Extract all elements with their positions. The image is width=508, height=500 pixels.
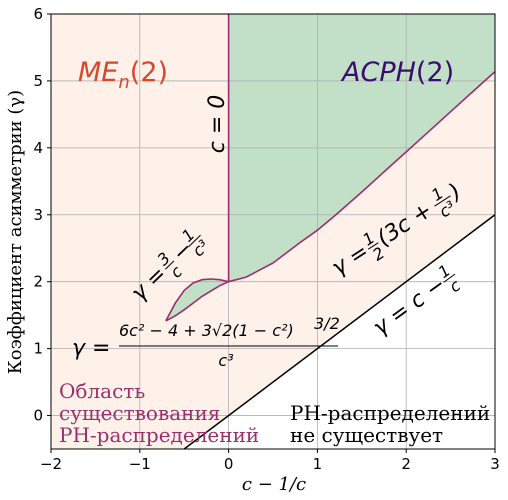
left-lower-curve — [165, 280, 229, 322]
acph-region-label: ACPH(2) — [340, 57, 454, 88]
svg-text:PH-распределений: PH-распределений — [59, 423, 259, 447]
svg-text:Область: Область — [59, 379, 145, 403]
x-tick-label: −1 — [129, 455, 151, 473]
y-tick-label: 0 — [33, 407, 43, 425]
x-tick-labels: −2 −1 0 1 2 3 — [40, 449, 500, 473]
x-tick-label: −2 — [40, 455, 62, 473]
y-tick-labels: 0 1 2 3 4 5 6 — [33, 5, 51, 425]
x-tick-label: 1 — [313, 455, 323, 473]
x-tick-label: 3 — [490, 455, 500, 473]
y-tick-label: 5 — [33, 72, 43, 90]
y-axis-label: Коэффициент асимметрии (γ) — [5, 90, 26, 374]
svg-text:3/2: 3/2 — [314, 314, 340, 333]
not-exists-note: PH-распределений не существует — [290, 401, 490, 447]
plot-frame — [50, 13, 496, 450]
svg-text:6c² − 4 + 3√2(1 − c²): 6c² − 4 + 3√2(1 − c²) — [119, 321, 294, 340]
x-tick-label: 2 — [401, 455, 411, 473]
x-axis-label: c − 1/c — [242, 474, 306, 495]
acph-boundary-curve — [228, 71, 496, 283]
left-lower-equation: γ = 6c² − 4 + 3√2(1 − c²) 3/2 c³ — [72, 314, 340, 370]
y-tick-label: 2 — [33, 273, 43, 291]
svg-text:c³: c³ — [218, 351, 233, 370]
c-zero-annotation: c = 0 — [205, 95, 230, 154]
svg-text:существования: существования — [59, 401, 220, 425]
y-tick-label: 6 — [33, 5, 43, 23]
exists-note: Область существования PH-распределений — [59, 379, 259, 447]
left-upper-curve — [165, 278, 229, 322]
y-tick-label: 4 — [33, 139, 43, 157]
lower-bound-line — [183, 214, 496, 450]
x-tick-label: 0 — [224, 455, 234, 473]
svg-text:γ =: γ = — [72, 336, 110, 361]
plot-area — [50, 13, 496, 450]
svg-text:PH-распределений: PH-распределений — [290, 401, 490, 425]
y-tick-label: 1 — [33, 340, 43, 358]
y-tick-label: 3 — [33, 206, 43, 224]
svg-text:не существует: не существует — [290, 423, 443, 447]
me-region-label: MEn(2) — [78, 57, 168, 93]
